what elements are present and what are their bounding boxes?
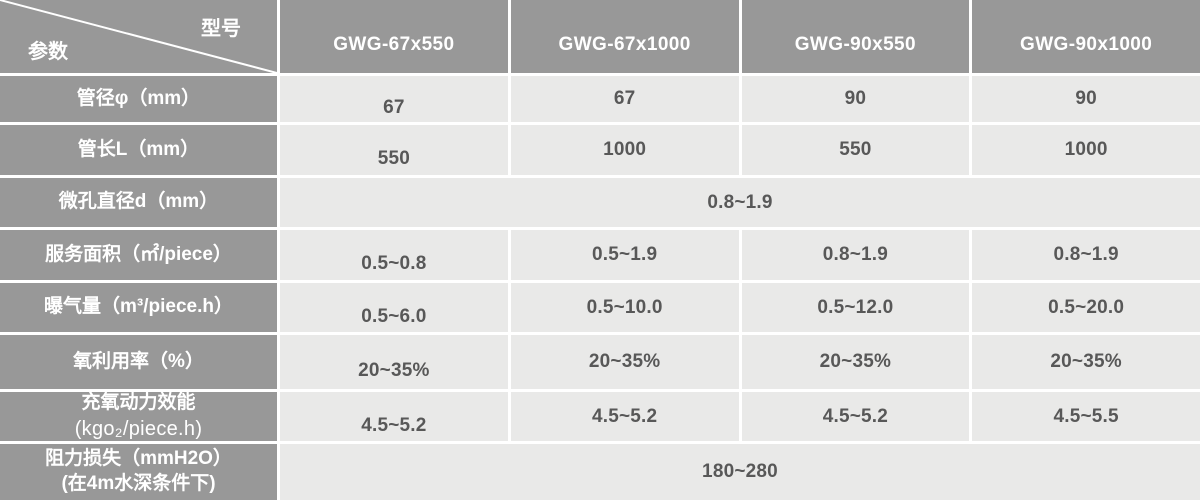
row-label: 微孔直径d（mm） xyxy=(0,178,277,227)
data-cell: 0.5~10.0 xyxy=(510,283,739,332)
data-cell: 20~35% xyxy=(972,335,1200,389)
data-cell: 0.5~0.8 xyxy=(280,230,508,280)
row-label: 阻力损失（mmH2O） (在4m水深条件下) xyxy=(0,444,277,500)
data-cell: 550 xyxy=(741,125,970,175)
data-cell: 4.5~5.2 xyxy=(280,392,508,441)
data-cell: 0.5~6.0 xyxy=(280,283,508,332)
row-label-line1: 阻力损失（mmH2O） xyxy=(45,448,232,470)
data-cell: 0.8~1.9 xyxy=(741,230,970,280)
row-label: 管长L（mm） xyxy=(0,125,277,175)
diagonal-line xyxy=(0,0,277,73)
data-cell: 90 xyxy=(741,76,970,122)
data-cell: 20~35% xyxy=(510,335,739,389)
data-cell: 550 xyxy=(280,125,508,175)
data-cell-merged: 180~280 xyxy=(280,444,1200,500)
row-label: 氧利用率（%） xyxy=(0,335,277,389)
row-label: 充氧动力效能 (kgo₂/piece.h) xyxy=(0,392,277,441)
column-header: GWG-67x1000 xyxy=(510,0,739,73)
data-cell: 90 xyxy=(972,76,1200,122)
data-cell: 1000 xyxy=(510,125,739,175)
data-cell: 67 xyxy=(280,76,508,122)
corner-param-label: 参数 xyxy=(28,41,68,63)
data-cell: 67 xyxy=(510,76,739,122)
data-cell: 20~35% xyxy=(741,335,970,389)
row-label: 服务面积（㎡/piece） xyxy=(0,230,277,280)
column-header: GWG-90x1000 xyxy=(972,0,1200,73)
data-cell-merged: 0.8~1.9 xyxy=(280,178,1200,227)
row-label-line1: 充氧动力效能 xyxy=(81,392,196,414)
data-cell: 0.5~12.0 xyxy=(741,283,970,332)
column-header: GWG-90x550 xyxy=(741,0,970,73)
row-label-line2: (kgo₂/piece.h) xyxy=(74,417,203,440)
corner-model-label: 型号 xyxy=(201,18,241,40)
row-label-line2: (在4m水深条件下) xyxy=(61,473,216,494)
data-cell: 1000 xyxy=(972,125,1200,175)
row-label: 曝气量（m³/piece.h） xyxy=(0,283,277,332)
data-cell: 0.5~20.0 xyxy=(972,283,1200,332)
row-label: 管径φ（mm） xyxy=(0,76,277,122)
column-header: GWG-67x550 xyxy=(280,0,508,73)
data-cell: 4.5~5.2 xyxy=(741,392,970,441)
data-cell: 20~35% xyxy=(280,335,508,389)
data-cell: 4.5~5.5 xyxy=(972,392,1200,441)
data-cell: 4.5~5.2 xyxy=(510,392,739,441)
data-cell: 0.5~1.9 xyxy=(510,230,739,280)
data-cell: 0.8~1.9 xyxy=(972,230,1200,280)
corner-cell: 型号 参数 xyxy=(0,0,277,73)
